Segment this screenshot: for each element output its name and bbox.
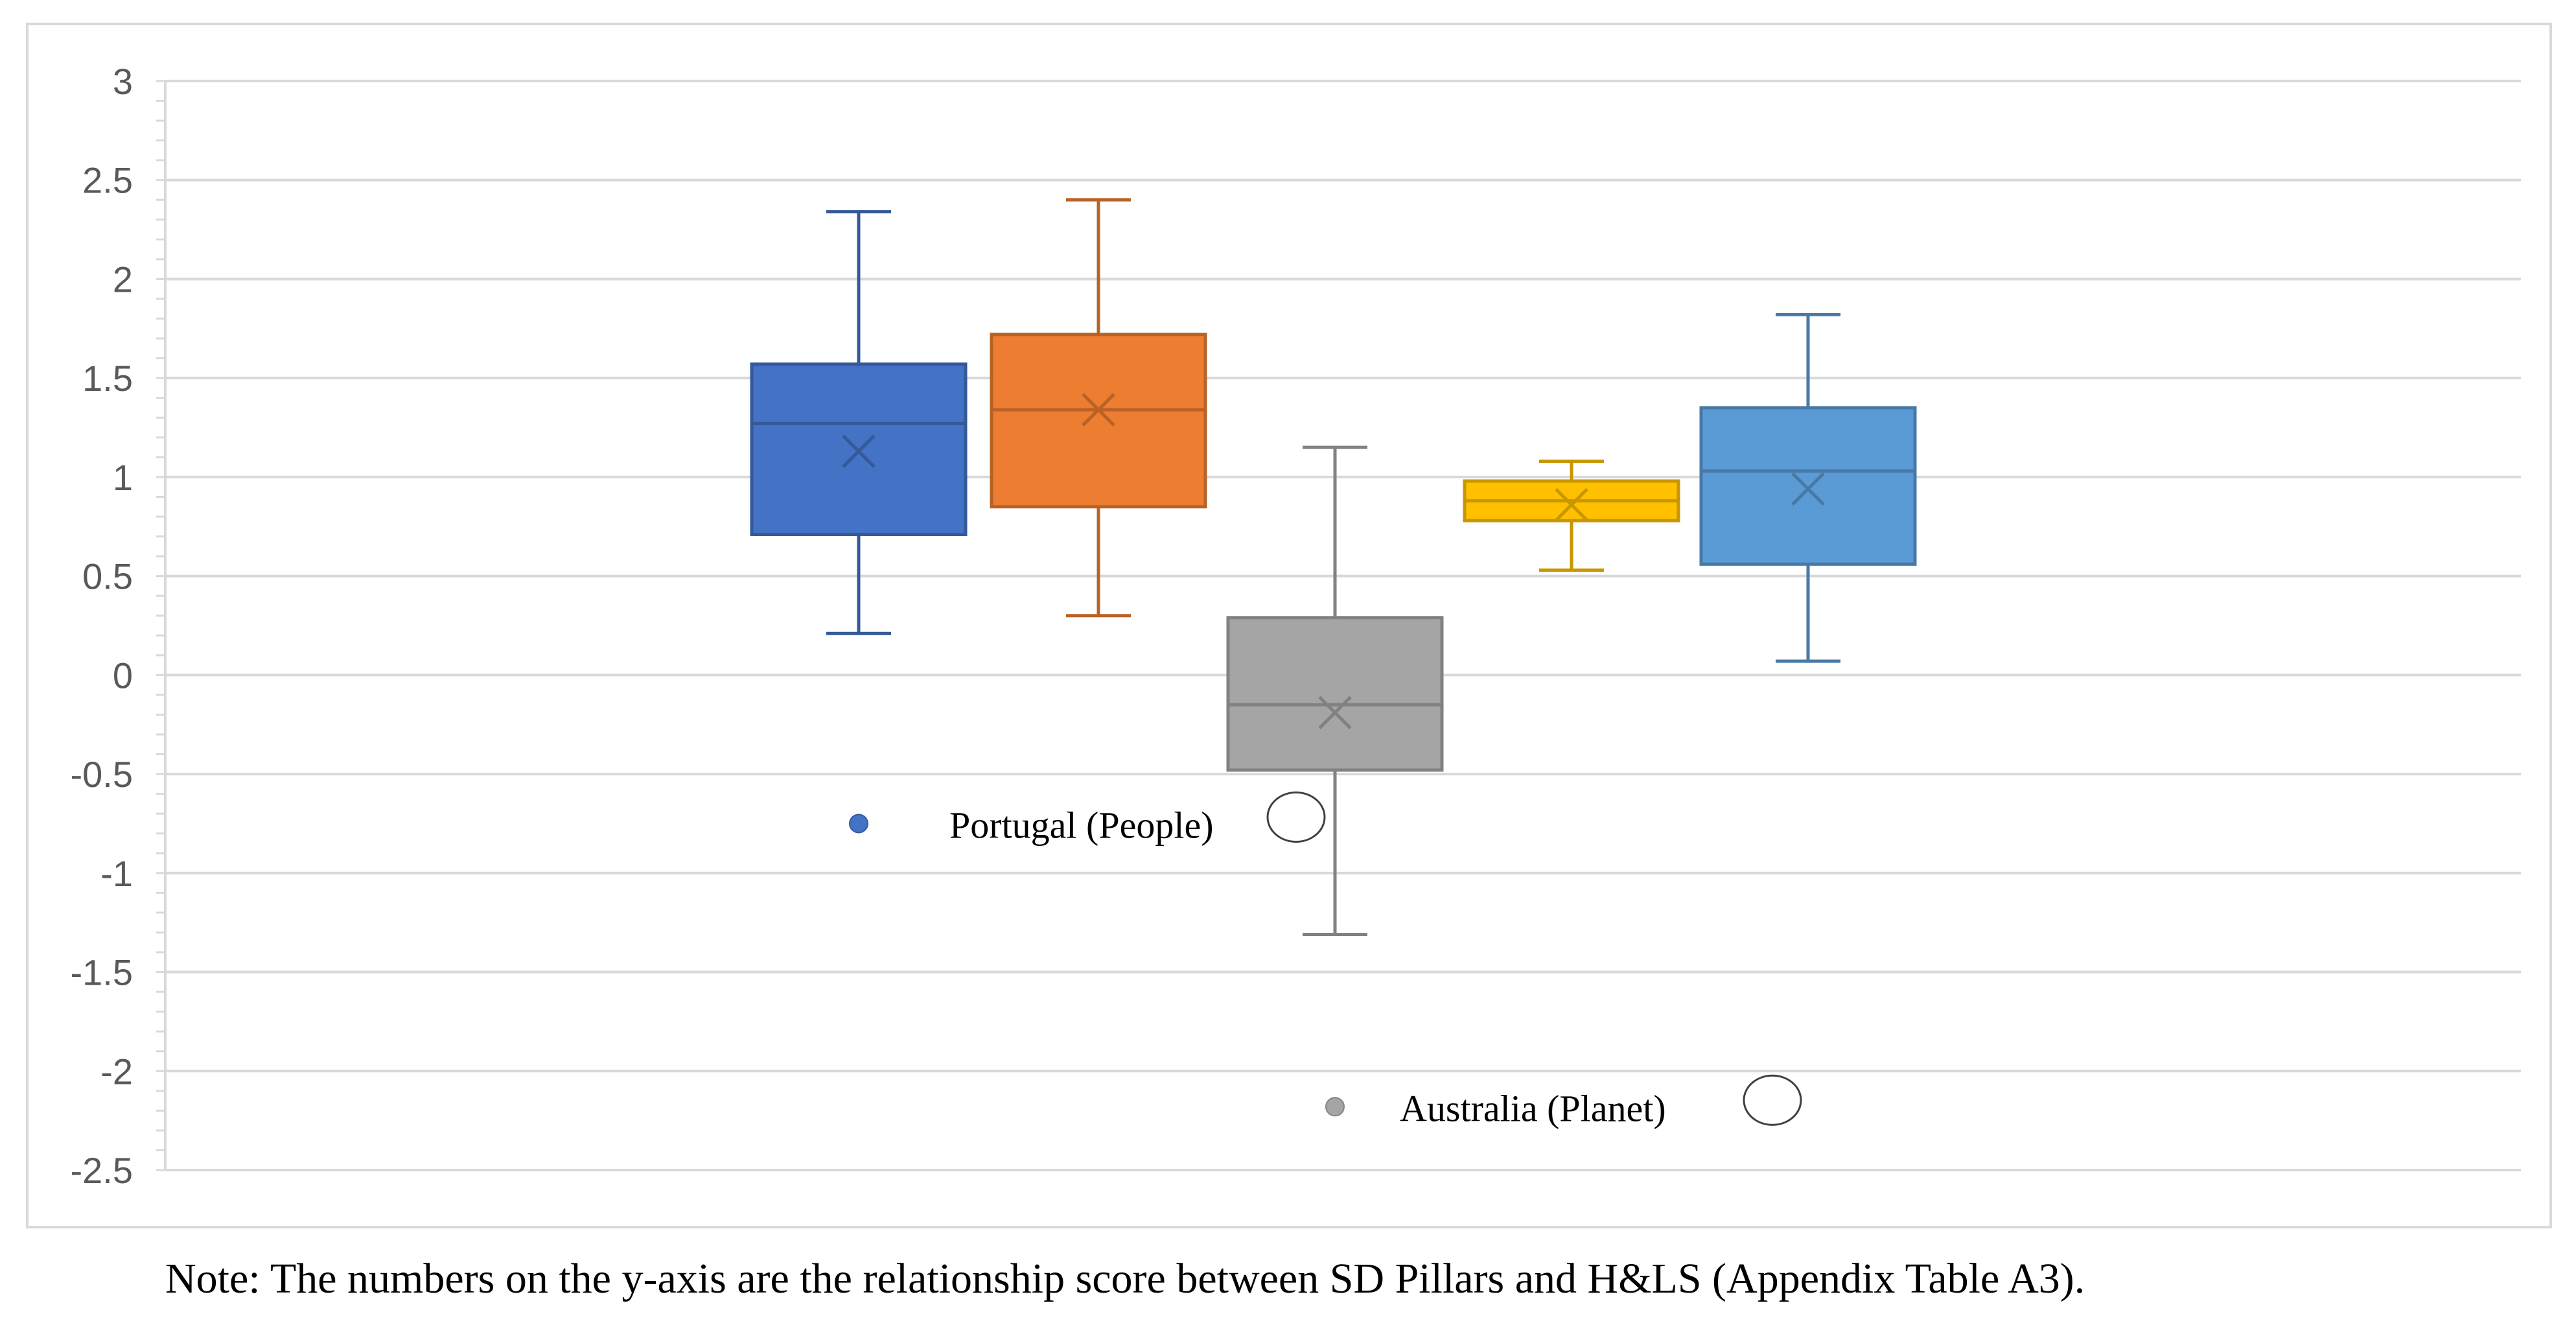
y-tick-label: 0 [113,655,133,696]
annotation-label: Portugal (People) [949,804,1214,846]
y-tick-label: 1.5 [82,358,133,399]
y-tick-label: 2 [113,259,133,299]
mean-marker [1082,393,1115,427]
y-tick-label: -1 [100,853,133,894]
y-tick-label: 0.5 [82,556,133,597]
annotation-label: Australia (Planet) [1400,1087,1666,1129]
outlier-point [1325,1097,1345,1117]
mean-marker [842,434,876,468]
y-tick-label: -2.5 [71,1150,133,1191]
y-tick-label: -2 [100,1051,133,1092]
y-tick-label: 2.5 [82,160,133,201]
figure-note: Note: The numbers on the y-axis are the … [165,1255,2085,1302]
y-tick-label: -0.5 [71,754,133,795]
box [1699,406,1917,566]
y-tick-label: 1 [113,457,133,498]
y-tick-label: -1.5 [71,952,133,993]
box [1226,616,1444,772]
mean-marker [1555,487,1588,522]
annotation-circle [1743,1074,1802,1126]
box [990,333,1207,509]
outlier-point [849,814,868,834]
annotation-circle [1266,791,1326,843]
mean-marker [1791,472,1825,506]
y-tick-label: 3 [113,61,133,102]
mean-marker [1318,696,1352,730]
